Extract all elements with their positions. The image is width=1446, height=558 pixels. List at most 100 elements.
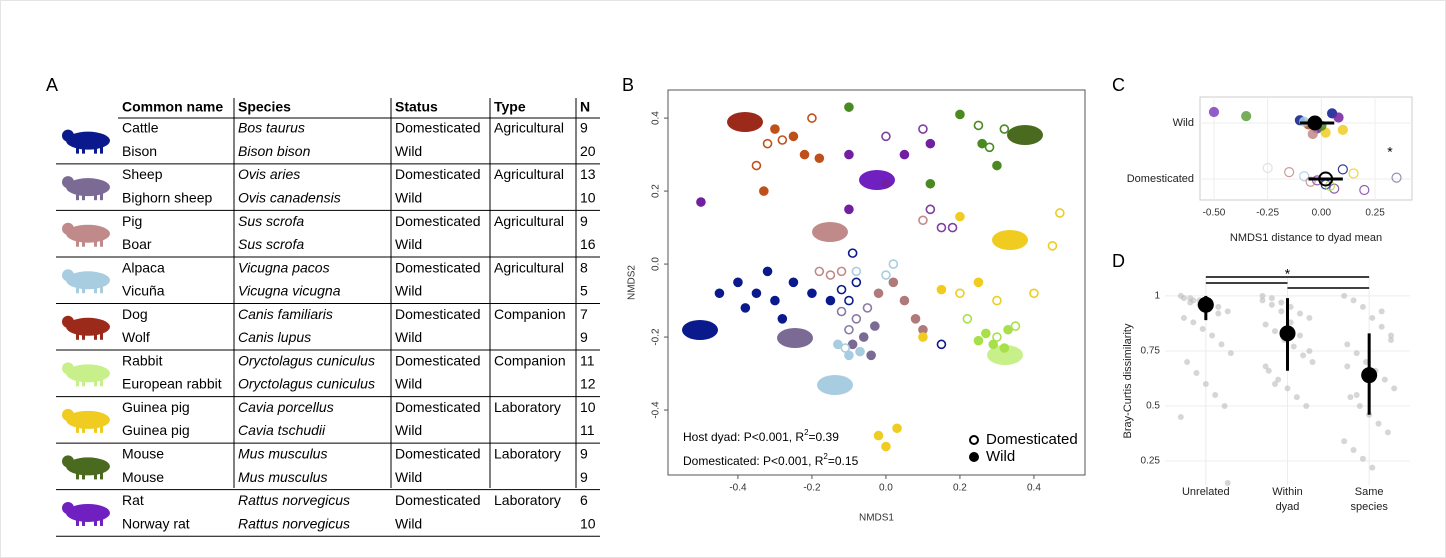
animal-icon-leg (76, 377, 79, 387)
legend-marker (969, 435, 979, 445)
data-point (1388, 332, 1395, 339)
data-point (1344, 363, 1351, 370)
y-tick-label: -0.4 (651, 401, 662, 419)
data-point (918, 215, 928, 226)
animal-icon-leg (100, 470, 103, 480)
data-point (770, 295, 780, 306)
data-point (1209, 332, 1216, 339)
animal-icon-leg (100, 330, 103, 340)
table-cell: Wild (395, 283, 422, 299)
animal-icon-leg (76, 330, 79, 340)
data-point (999, 124, 1010, 134)
table-cell: Mouse (122, 469, 164, 485)
x-tick-label: dyad (1276, 501, 1300, 513)
table-cell: Domesticated (395, 213, 481, 229)
table-icons (62, 129, 110, 526)
table-cell: 8 (580, 259, 588, 275)
data-point (1306, 314, 1313, 321)
table-cell: Agricultural (494, 120, 564, 136)
table-cell: Cavia porcellus (238, 399, 334, 415)
data-point (1221, 402, 1228, 409)
stat-text: =0.15 (828, 454, 859, 468)
table-cell: 10 (580, 190, 596, 206)
data-point (1369, 314, 1376, 321)
animal-icon-head (62, 222, 74, 235)
data-point (825, 270, 836, 280)
stat-text: Host dyad: P<0.001, R (683, 430, 804, 444)
data-point (910, 314, 921, 324)
data-point (936, 339, 947, 350)
animal-icon-head (62, 315, 74, 328)
animal-icon-head (62, 269, 74, 282)
mean-point (1197, 296, 1214, 313)
data-point (1262, 162, 1273, 174)
data-point (1369, 464, 1376, 471)
animal-silhouette (777, 328, 813, 348)
table-cell: Rabbit (122, 352, 163, 368)
data-point (866, 350, 876, 361)
data-point (1303, 402, 1310, 409)
table-cell: Cattle (122, 120, 159, 136)
table-cell: Sus scrofa (238, 213, 304, 229)
table-cell: 10 (580, 515, 596, 531)
data-point (962, 314, 973, 324)
table-cell: Bison (122, 143, 157, 159)
animal-icon-leg (94, 284, 97, 294)
data-point (840, 343, 851, 353)
data-point (851, 277, 862, 288)
data-point (836, 284, 847, 295)
animal-icon-leg (82, 377, 85, 387)
y-axis-title: NMDS2 (627, 265, 638, 300)
data-point (862, 303, 873, 313)
data-point (1265, 367, 1272, 374)
table-cell: Agricultural (494, 259, 564, 275)
data-point (1378, 308, 1385, 315)
animal-icon-leg (94, 237, 97, 247)
x-tick-label: 0.0 (879, 483, 893, 494)
y-tick-label: 0.75 (1141, 346, 1161, 357)
data-point (851, 314, 862, 324)
x-tick-label: species (1351, 501, 1389, 513)
data-point (888, 277, 899, 288)
animal-icon-head (62, 362, 74, 375)
data-point (844, 350, 854, 361)
stat-text: Domesticated: P<0.001, R (683, 454, 824, 468)
data-point (1275, 376, 1282, 383)
y-tick-label: 0.25 (1141, 456, 1161, 467)
data-point (696, 197, 706, 207)
animal-icon-leg (94, 470, 97, 480)
table-cell: Wild (395, 515, 422, 531)
data-point (1199, 325, 1206, 332)
table-cell: Agricultural (494, 213, 564, 229)
panel-label: C (1112, 75, 1125, 95)
animal-icon-leg (82, 144, 85, 154)
panel-label: B (622, 75, 634, 95)
x-tick-label: Within (1272, 486, 1303, 498)
table-cell: Rattus norvegicus (238, 492, 350, 508)
animal-silhouette (727, 112, 763, 132)
data-point (925, 178, 936, 189)
data-point (992, 332, 1002, 342)
data-point (858, 332, 869, 342)
data-point (1047, 241, 1058, 251)
table-cell: Companion (494, 306, 566, 322)
animal-icon-leg (76, 516, 79, 526)
data-point (1290, 343, 1297, 350)
data-point (1359, 303, 1366, 310)
data-point (844, 295, 854, 306)
data-point (1299, 171, 1310, 182)
data-point (955, 211, 965, 222)
legend-label: Domesticated (986, 431, 1078, 448)
significance-bracket (1205, 276, 1370, 289)
data-point (977, 138, 987, 149)
animal-icon-leg (82, 330, 85, 340)
data-point (844, 324, 854, 335)
data-point (777, 135, 788, 145)
data-point (955, 288, 965, 299)
x-tick-label: Same (1355, 486, 1384, 498)
table-cell: Wolf (122, 329, 150, 345)
animal-icon-head (62, 501, 74, 514)
stat-superscript: 2 (823, 452, 828, 461)
data-point (1359, 184, 1370, 196)
animal-icon-leg (100, 516, 103, 526)
